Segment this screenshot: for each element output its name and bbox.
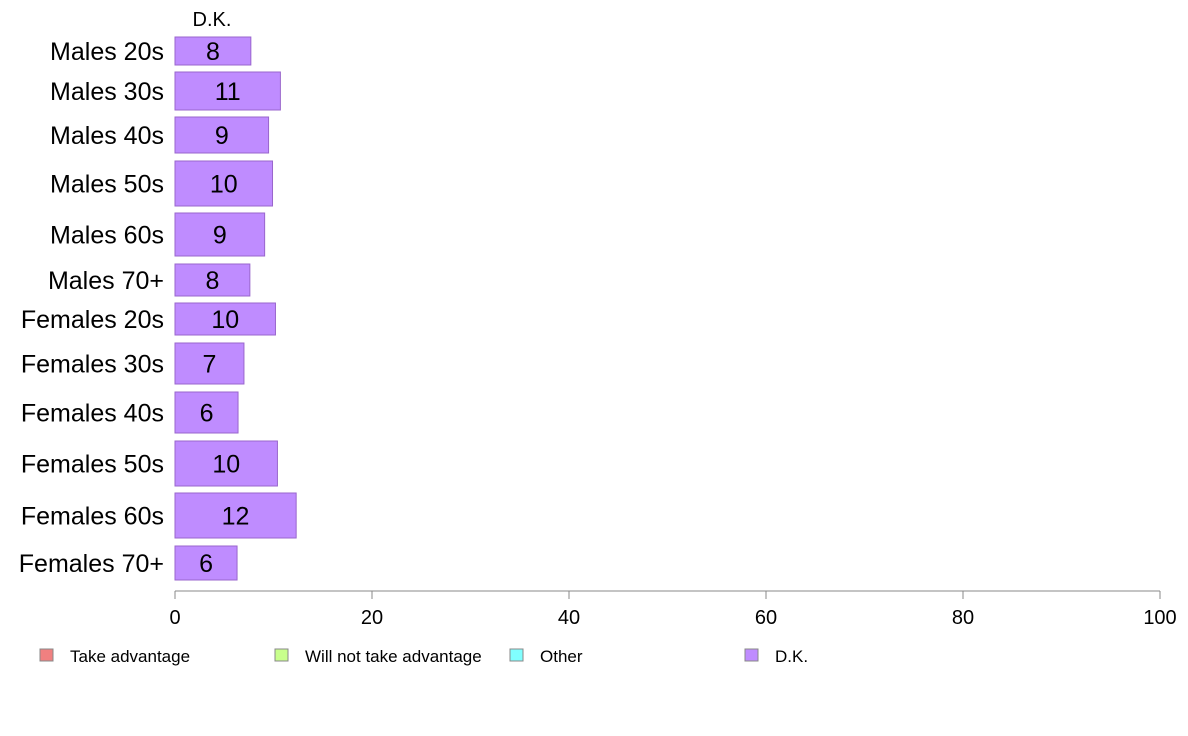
bar-value-label: 6 bbox=[199, 550, 213, 578]
bar-value-label: 12 bbox=[222, 503, 250, 531]
bars-group: 8 11 9 10 9 8 10 7 6 10 12 6 bbox=[174, 36, 297, 581]
legend: Take advantage Will not take advantage Oth… bbox=[39, 647, 808, 666]
bar-d-k- bbox=[174, 545, 238, 581]
bar-d-k- bbox=[174, 440, 278, 487]
category-label: Males 50s bbox=[50, 171, 164, 199]
category-label: Females 40s bbox=[21, 400, 164, 428]
category-label: Females 20s bbox=[21, 306, 164, 334]
bar-d-k- bbox=[174, 71, 281, 111]
category-label: Males 30s bbox=[50, 78, 164, 106]
legend-label: Will not take advantage bbox=[305, 647, 482, 666]
legend-swatch bbox=[744, 648, 759, 662]
category-label: Females 30s bbox=[21, 351, 164, 379]
series-header: D.K. bbox=[193, 9, 232, 31]
bar-d-k- bbox=[174, 342, 245, 385]
bar-value-label: 8 bbox=[205, 267, 219, 295]
x-tick-label: 0 bbox=[169, 607, 180, 629]
legend-swatch bbox=[39, 648, 54, 662]
bar-value-label: 8 bbox=[206, 38, 220, 66]
bar-value-label: 10 bbox=[210, 171, 238, 199]
bar-value-label: 7 bbox=[203, 351, 217, 379]
category-label: Females 60s bbox=[21, 503, 164, 531]
category-label: Males 40s bbox=[50, 122, 164, 150]
bar-d-k- bbox=[174, 116, 270, 154]
bar-value-label: 6 bbox=[200, 400, 214, 428]
x-tick-label: 20 bbox=[361, 607, 383, 629]
x-tick-label: 80 bbox=[952, 607, 974, 629]
legend-label: Other bbox=[540, 647, 583, 666]
category-label: Males 70+ bbox=[48, 267, 164, 295]
bar-value-label: 11 bbox=[215, 78, 241, 106]
x-axis: 0 20 40 60 80 100 bbox=[169, 590, 1177, 629]
category-labels: Males 20s Males 30s Males 40s Males 50s Male… bbox=[19, 38, 164, 578]
legend-label: Take advantage bbox=[70, 647, 190, 666]
bar-value-label: 10 bbox=[211, 306, 239, 334]
bar-d-k- bbox=[174, 263, 251, 297]
legend-label: D.K. bbox=[775, 647, 808, 666]
x-tick-label: 40 bbox=[558, 607, 580, 629]
bar-d-k- bbox=[174, 160, 274, 207]
bar-d-k- bbox=[174, 302, 276, 336]
x-tick-label: 60 bbox=[755, 607, 777, 629]
bar-d-k- bbox=[174, 492, 297, 539]
category-label: Males 20s bbox=[50, 38, 164, 66]
bar-value-label: 9 bbox=[215, 122, 229, 150]
legend-swatch bbox=[274, 648, 289, 662]
bar-d-k- bbox=[174, 212, 266, 257]
category-label: Females 70+ bbox=[19, 550, 164, 578]
category-label: Males 60s bbox=[50, 222, 164, 250]
x-tick-label: 100 bbox=[1143, 607, 1176, 629]
category-label: Females 50s bbox=[21, 451, 164, 479]
bar-value-label: 10 bbox=[212, 451, 240, 479]
bar-d-k- bbox=[174, 36, 252, 66]
bar-value-label: 9 bbox=[213, 222, 227, 250]
legend-swatch bbox=[509, 648, 524, 662]
bar-d-k- bbox=[174, 391, 239, 434]
